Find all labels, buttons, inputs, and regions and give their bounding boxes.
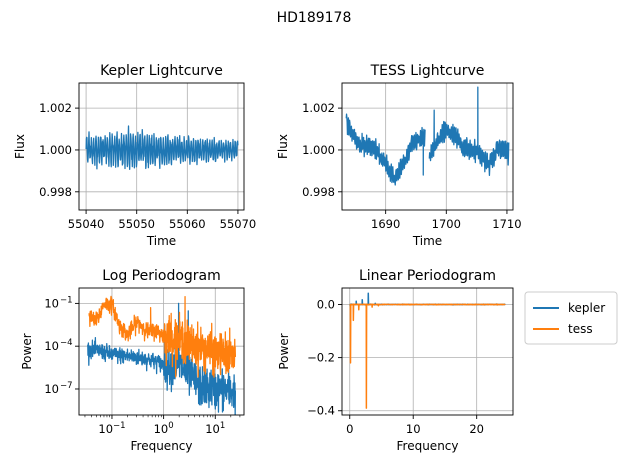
kepler-log-periodogram-line	[87, 302, 237, 415]
y-axis-label: Flux	[276, 134, 290, 159]
panel-title: Log Periodogram	[102, 268, 221, 284]
figure-title: HD189178	[277, 10, 352, 26]
svg-text:−1: −1	[60, 295, 73, 305]
y-axis-label: Power	[277, 333, 291, 369]
tess-log-periodogram-line	[88, 295, 237, 378]
tick-label: 100	[154, 421, 174, 436]
y-axis-label: Power	[20, 333, 34, 369]
svg-text:−7: −7	[60, 381, 73, 391]
tick-label: 55060	[169, 217, 206, 231]
svg-text:−4: −4	[60, 338, 73, 348]
tick-label: 101	[205, 421, 225, 436]
tick-label: −0.4	[307, 404, 335, 418]
tick-label: 1700	[432, 217, 461, 231]
tick-label: 0.0	[317, 297, 335, 311]
x-axis-label: Time	[412, 234, 442, 248]
legend-box	[524, 291, 618, 345]
tick-label: 55040	[68, 217, 105, 231]
tick-label: 20	[469, 422, 484, 436]
kepler-lightcurve-line	[85, 125, 239, 170]
axes-frame	[341, 82, 514, 211]
tick-label: 1690	[371, 217, 400, 231]
tick-label: 1.002	[39, 101, 72, 115]
tick-label: 1710	[492, 217, 521, 231]
tick-label: 55070	[220, 217, 257, 231]
legend-label-tess: tess	[568, 322, 593, 336]
tick-label: 55050	[118, 217, 155, 231]
linear-periodogram-panel: 0 10 20 −0.4 −0.2 0.0 Linear Periodogram Freque…	[277, 268, 514, 453]
x-axis-label: Frequency	[397, 439, 459, 453]
legend: kepler tess	[524, 291, 618, 345]
axes-frame	[341, 287, 514, 416]
tess-lightcurve-line	[428, 86, 510, 176]
tess-lightcurve-panel: 1690 1700 1710 0.998 1.000 1.002 TESS Lightcur…	[276, 63, 522, 248]
tick-label: 10−1	[98, 421, 125, 436]
kepler-lightcurve-panel: 55040 55050 55060 55070 0.998 1.000 1.002 Keple…	[13, 63, 256, 248]
tess-linear-periodogram-line	[349, 303, 506, 409]
y-axis-label: Flux	[13, 134, 27, 159]
axes-frame	[78, 82, 245, 211]
tess-lightcurve-line	[345, 113, 426, 186]
tick-label: 10	[44, 296, 59, 310]
tick-label: 10	[406, 422, 421, 436]
tick-label: −0.2	[307, 351, 335, 365]
legend-label-kepler: kepler	[568, 301, 605, 315]
tick-label: 10	[44, 382, 59, 396]
tick-label: 1.002	[302, 101, 335, 115]
x-axis-label: Time	[146, 234, 176, 248]
panel-title: Kepler Lightcurve	[100, 63, 223, 79]
tick-label: 0.998	[302, 185, 335, 199]
x-axis-label: Frequency	[131, 439, 193, 453]
panel-title: Linear Periodogram	[359, 268, 496, 284]
tick-label: 0	[346, 422, 353, 436]
tick-label: 0.998	[39, 185, 72, 199]
panel-title: TESS Lightcurve	[370, 63, 485, 79]
tick-label: 10	[44, 339, 59, 353]
tick-label: 1.000	[302, 143, 335, 157]
tick-label: 1.000	[39, 143, 72, 157]
